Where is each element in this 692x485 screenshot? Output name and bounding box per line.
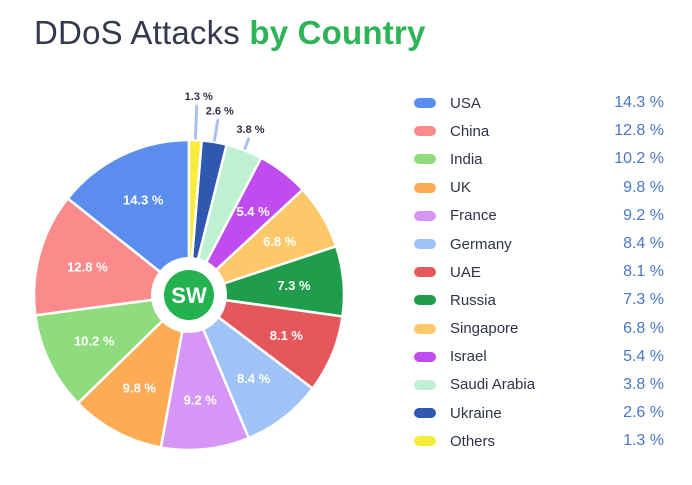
legend-label: Ukraine	[450, 404, 502, 422]
legend-label: China	[450, 122, 490, 140]
legend-label: Russia	[450, 291, 496, 309]
slice-label-germany: 8.4 %	[237, 371, 271, 386]
slice-label-uae: 8.1 %	[270, 328, 304, 343]
legend-value: 7.3 %	[623, 291, 664, 309]
legend-swatch	[414, 436, 436, 447]
legend-label: USA	[450, 94, 481, 112]
chart-legend: USA 14.3 % China 12.8 % India 10.2 % UK 9.8 % Fr…	[414, 89, 664, 455]
legend-value: 8.1 %	[623, 263, 664, 281]
slice-label-uk: 9.8 %	[123, 380, 157, 395]
legend-item-germany: Germany 8.4 %	[414, 230, 664, 258]
slice-label-india: 10.2 %	[74, 334, 115, 349]
legend-item-uae: UAE 8.1 %	[414, 258, 664, 286]
legend-item-usa: USA 14.3 %	[414, 89, 664, 117]
legend-item-uk: UK 9.8 %	[414, 174, 664, 202]
slice-label-saudi-arabia: 3.8 %	[236, 124, 264, 136]
legend-label: Israel	[450, 348, 487, 366]
legend-swatch	[414, 239, 436, 250]
legend-swatch	[414, 295, 436, 306]
legend-swatch	[414, 323, 436, 334]
legend-item-russia: Russia 7.3 %	[414, 286, 664, 314]
title-main: DDoS Attacks	[34, 14, 240, 51]
legend-item-singapore: Singapore 6.8 %	[414, 315, 664, 343]
slice-label-israel: 5.4 %	[236, 204, 270, 219]
slice-label-usa: 14.3 %	[123, 193, 164, 208]
legend-label: Germany	[450, 235, 512, 253]
legend-value: 5.4 %	[623, 347, 664, 365]
slice-label-others: 1.3 %	[185, 91, 213, 103]
slice-label-russia: 7.3 %	[277, 278, 311, 293]
leader-line-others	[193, 104, 199, 140]
legend-item-france: France 9.2 %	[414, 202, 664, 230]
legend-value: 14.3 %	[614, 94, 664, 112]
legend-item-others: Others 1.3 %	[414, 427, 664, 455]
pie-slice-uk	[76, 291, 191, 449]
legend-swatch	[414, 210, 436, 221]
slice-label-china: 12.8 %	[67, 259, 108, 274]
logo-text: SW	[171, 283, 207, 308]
legend-value: 8.4 %	[623, 235, 664, 253]
legend-swatch	[414, 351, 436, 362]
legend-value: 12.8 %	[614, 122, 664, 140]
legend-swatch	[414, 182, 436, 193]
legend-value: 1.3 %	[623, 432, 664, 450]
pie-slice-france	[159, 290, 251, 452]
legend-label: France	[450, 207, 497, 225]
legend-label: Others	[450, 432, 496, 450]
legend-swatch	[414, 126, 436, 137]
slice-label-singapore: 6.8 %	[263, 234, 297, 249]
title-accent: by Country	[249, 14, 426, 51]
pie-slice-others	[187, 138, 203, 296]
pie-slice-china	[32, 196, 193, 317]
page-title: DDoS Attacks by Country	[34, 14, 426, 52]
legend-label: Saudi Arabia	[450, 376, 536, 394]
legend-value: 9.2 %	[623, 206, 664, 224]
pie-slice-usa	[65, 138, 191, 298]
legend-value: 2.6 %	[623, 404, 664, 422]
legend-item-china: China 12.8 %	[414, 117, 664, 145]
legend-item-ukraine: Ukraine 2.6 %	[414, 399, 664, 427]
leader-line-ukraine	[213, 118, 220, 142]
legend-value: 3.8 %	[623, 375, 664, 393]
legend-value: 6.8 %	[623, 319, 664, 337]
legend-label: UK	[450, 179, 471, 197]
legend-swatch	[414, 379, 436, 390]
logo-badge	[164, 270, 214, 320]
legend-label: India	[450, 150, 483, 168]
legend-item-india: India 10.2 %	[414, 145, 664, 173]
legend-swatch	[414, 154, 436, 165]
legend-item-saudi-arabia: Saudi Arabia 3.8 %	[414, 371, 664, 399]
slice-label-france: 9.2 %	[184, 392, 218, 407]
legend-item-israel: Israel 5.4 %	[414, 343, 664, 371]
slice-label-ukraine: 2.6 %	[206, 105, 234, 117]
pie-slice-india	[33, 293, 193, 405]
leader-line-saudi-arabia	[243, 137, 251, 150]
legend-swatch	[414, 408, 436, 419]
legend-swatch	[414, 267, 436, 278]
legend-label: Singapore	[450, 320, 519, 338]
legend-value: 10.2 %	[614, 150, 664, 168]
legend-label: UAE	[450, 263, 481, 281]
legend-value: 9.8 %	[623, 178, 664, 196]
legend-swatch	[414, 98, 436, 109]
